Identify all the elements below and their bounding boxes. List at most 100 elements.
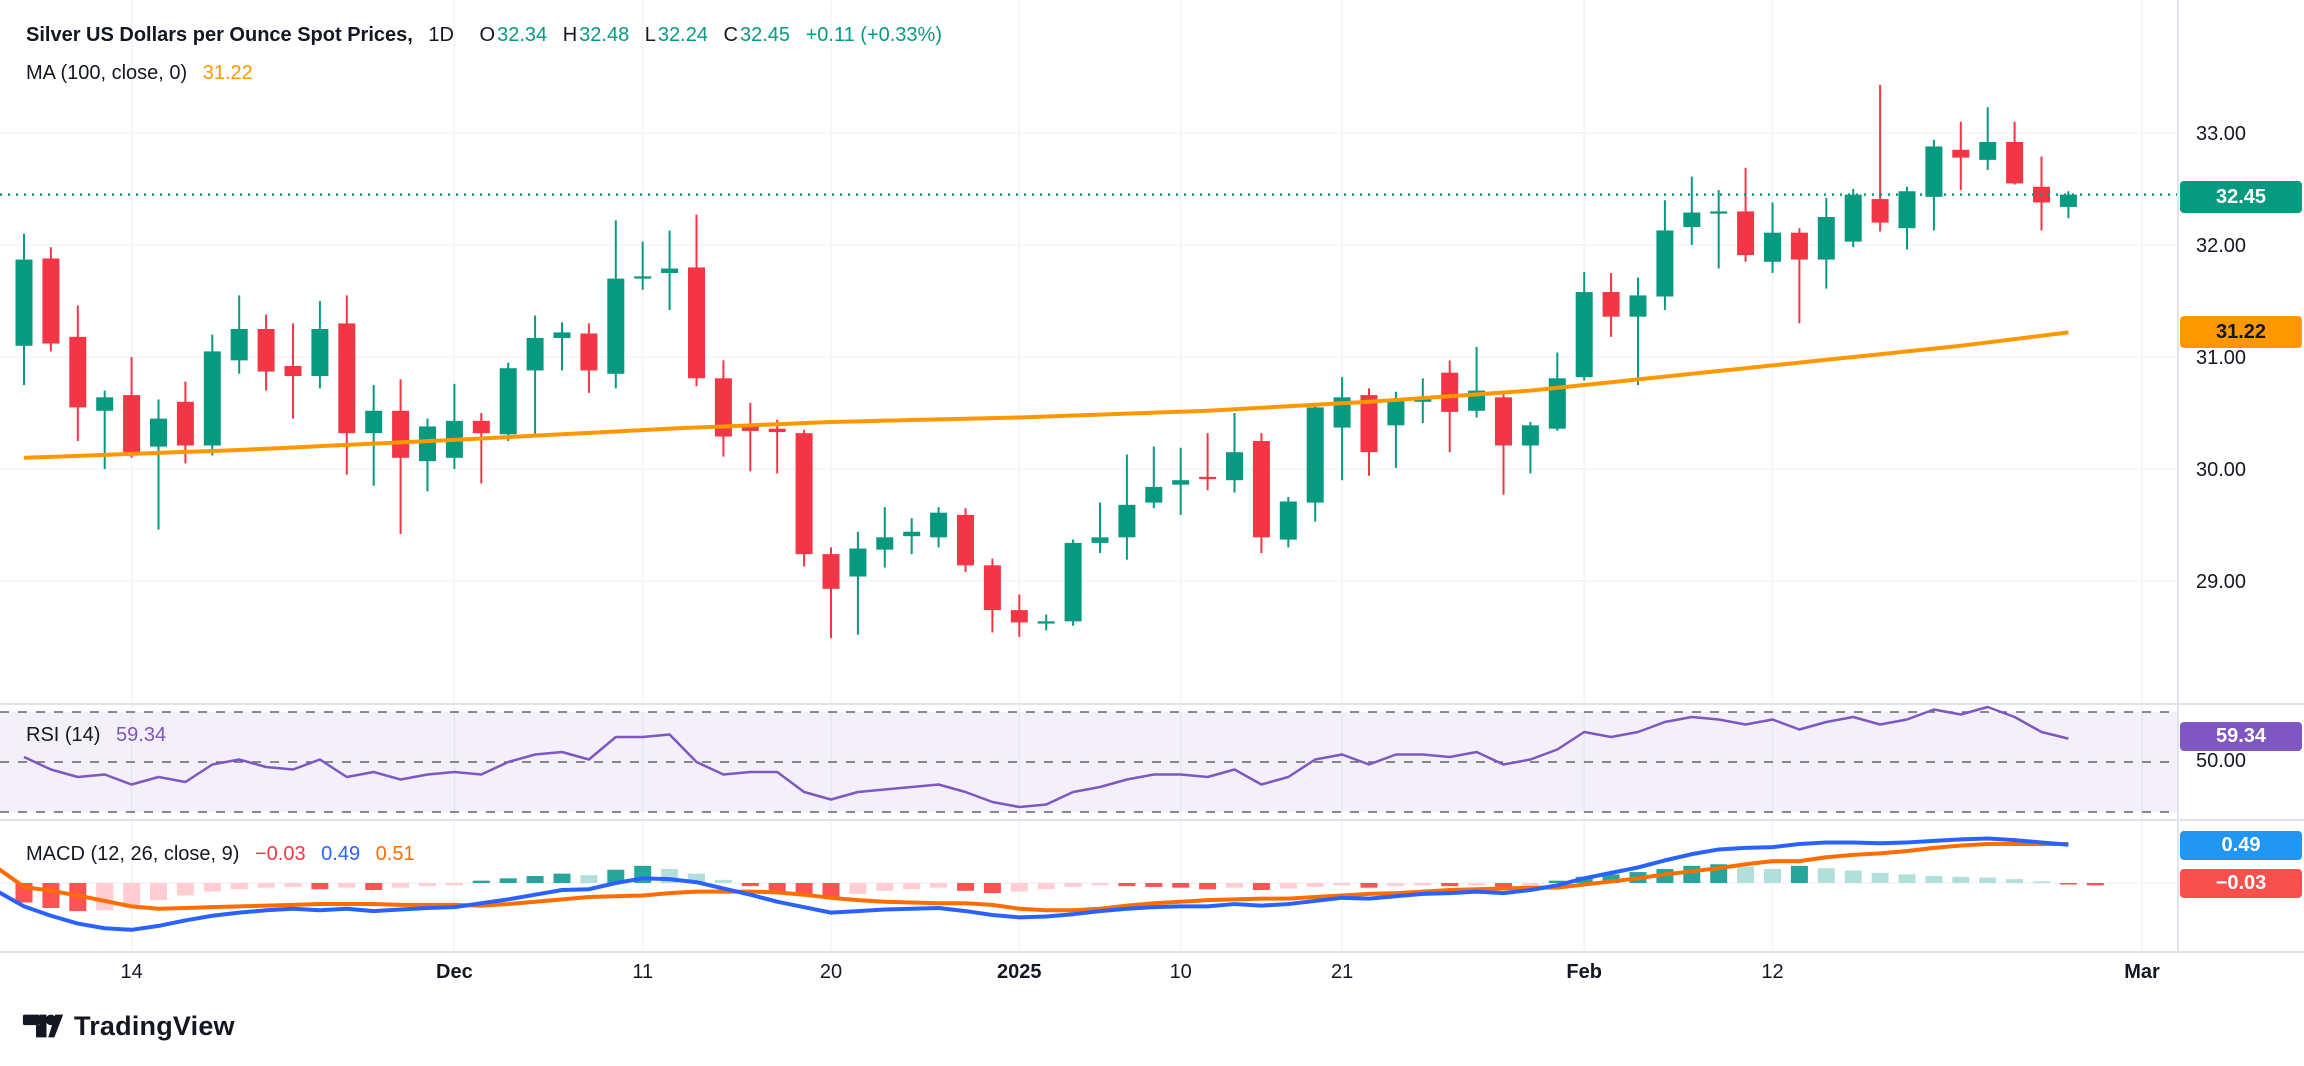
- macd-hist-bar: [257, 883, 275, 888]
- macd-hist-bar: [1548, 880, 1566, 883]
- macd-hist-bar: [526, 875, 544, 883]
- macd-hist-badge: −0.03: [2180, 869, 2302, 898]
- macd-hist-bar: [741, 883, 759, 887]
- tradingview-logo-icon: [22, 1014, 64, 1038]
- ma-price-badge: 31.22: [2180, 316, 2302, 348]
- ma-legend[interactable]: MA (100, close, 0) 31.22: [26, 62, 253, 85]
- macd-hist-bar: [1037, 883, 1055, 890]
- macd-hist-bar: [1495, 883, 1512, 888]
- macd-hist-bar: [1764, 868, 1781, 883]
- macd-hist-bar: [1602, 874, 1620, 883]
- macd-hist-bar: [445, 883, 463, 886]
- ma-value: 31.22: [202, 62, 253, 84]
- macd-hist-bar: [2033, 881, 2050, 883]
- ma100-line: [23, 330, 2069, 460]
- rsi-value: 59.34: [116, 724, 167, 746]
- macd-hist-bar: [822, 883, 840, 898]
- time-tick-label: 2025: [997, 961, 1042, 983]
- macd-hist-bar: [2059, 883, 2077, 885]
- time-tick-label: 12: [1761, 961, 1783, 983]
- macd-hist-bar: [123, 883, 141, 907]
- macd-label: MACD (12, 26, close, 9): [26, 843, 240, 865]
- macd-hist-bar: [1387, 883, 1405, 887]
- macd-signal-line: [0, 842, 2069, 913]
- macd-hist-bar: [1898, 874, 1916, 883]
- price-gridlines: [0, 132, 2178, 582]
- macd-hist-bar: [1441, 883, 1459, 887]
- time-axis[interactable]: 14 Dec 11 20 2025 10 21 Feb 12 Mar: [120, 961, 2160, 983]
- macd-hist-bar: [1118, 883, 1136, 887]
- time-tick-label: Feb: [1566, 961, 1602, 983]
- macd-hist-bar: [1172, 883, 1190, 888]
- ohlc-low-key: L: [644, 24, 656, 46]
- time-tick-label: 10: [1170, 961, 1192, 983]
- time-tick-label: 14: [120, 961, 142, 983]
- ohlc-open-key: O: [479, 24, 496, 46]
- ohlc-close-value: 32.45: [739, 24, 791, 46]
- macd-hist-bar: [284, 883, 302, 887]
- change-value: +0.11 (+0.33%): [805, 24, 942, 46]
- ma-label: MA (100, close, 0): [26, 62, 188, 84]
- macd-signal-value: 0.51: [375, 843, 415, 865]
- rsi-mid-tick-label: 50.00: [2196, 750, 2247, 772]
- macd-hist-bar: [1871, 872, 1889, 883]
- macd-hist-bar: [1199, 883, 1217, 890]
- macd-hist-value: −0.03: [254, 843, 306, 865]
- macd-pane: [0, 836, 2104, 932]
- macd-line-value: 0.49: [321, 843, 361, 865]
- rsi-legend[interactable]: RSI (14) 59.34: [26, 724, 166, 747]
- macd-hist-bar: [957, 883, 974, 891]
- macd-hist-bar: [96, 883, 114, 911]
- macd-hist-bar: [553, 873, 571, 883]
- macd-hist-bar: [688, 873, 705, 883]
- macd-hist-bar: [1925, 875, 1943, 883]
- ohlc-low-value: 32.24: [657, 24, 708, 46]
- ohlc-close-key: C: [723, 24, 738, 46]
- price-tick-label: 32.00: [2196, 235, 2246, 257]
- macd-hist-bar: [392, 883, 410, 888]
- main-legend[interactable]: Silver US Dollars per Ounce Spot Prices,…: [26, 24, 942, 47]
- macd-hist-bar: [203, 883, 221, 892]
- macd-hist-bar: [1521, 883, 1539, 886]
- macd-hist-bar: [42, 883, 60, 908]
- macd-hist-bar: [1010, 883, 1028, 892]
- candlestick-series: [15, 84, 2077, 639]
- macd-hist-bar: [903, 883, 921, 890]
- time-tick-label: 11: [632, 961, 653, 983]
- macd-line-badge: 0.49: [2180, 831, 2302, 860]
- macd-hist-bar: [2006, 879, 2024, 883]
- macd-hist-bar: [1091, 883, 1109, 886]
- macd-hist-bar: [419, 883, 436, 887]
- price-tick-label: 31.00: [2196, 347, 2246, 369]
- macd-hist-bar: [1817, 868, 1835, 883]
- macd-hist-bar: [1226, 883, 1243, 888]
- price-tick-label: 30.00: [2196, 459, 2246, 481]
- tradingview-logo-text: TradingView: [74, 1010, 235, 1041]
- macd-hist-bar: [1844, 870, 1862, 883]
- macd-hist-bar: [1333, 883, 1351, 886]
- macd-hist-bar: [1737, 866, 1755, 883]
- timeframe-label: 1D: [428, 24, 454, 46]
- macd-hist-bar: [150, 883, 167, 901]
- price-axis-labels[interactable]: 33.00 32.00 31.00 30.00 29.00: [2196, 123, 2246, 593]
- macd-hist-bar: [1360, 883, 1378, 888]
- tradingview-logo[interactable]: TradingView: [22, 1008, 235, 1044]
- macd-hist-bar: [1252, 883, 1270, 891]
- macd-hist-bar: [365, 883, 383, 891]
- macd-hist-bar: [876, 883, 894, 891]
- macd-hist-bar: [1468, 883, 1486, 886]
- macd-hist-bar: [1790, 865, 1808, 883]
- ohlc-high-value: 32.48: [579, 24, 630, 46]
- macd-hist-bar: [849, 883, 867, 894]
- macd-hist-bar: [1145, 883, 1163, 887]
- macd-hist-bar: [768, 883, 786, 893]
- macd-hist-bar: [499, 878, 517, 883]
- time-tick-label: Dec: [436, 961, 473, 983]
- time-tick-label: Mar: [2124, 961, 2160, 983]
- macd-hist-bar: [1414, 883, 1432, 886]
- macd-hist-bar: [983, 883, 1001, 894]
- macd-legend[interactable]: MACD (12, 26, close, 9) −0.03 0.49 0.51: [26, 843, 415, 866]
- rsi-pane: [0, 705, 2178, 813]
